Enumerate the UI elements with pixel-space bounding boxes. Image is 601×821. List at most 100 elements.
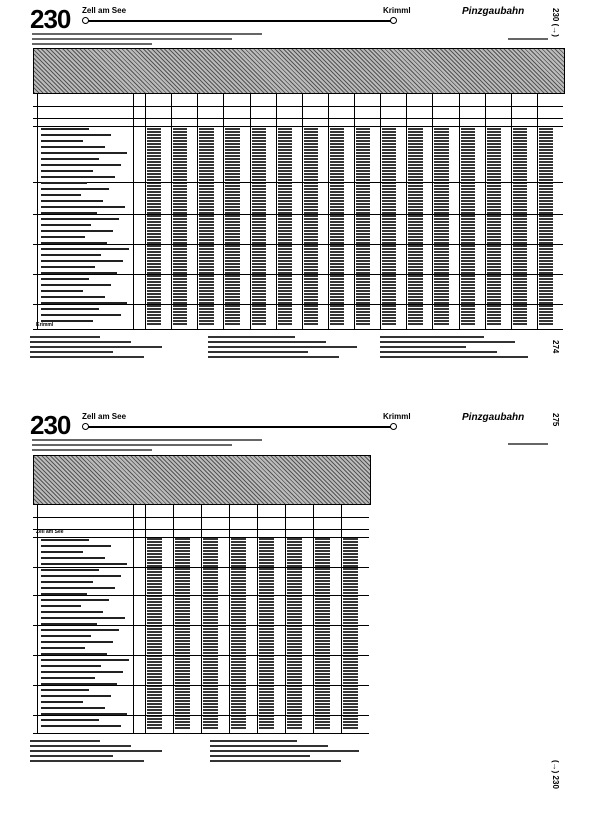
footnote-line	[380, 356, 528, 358]
station-name	[41, 707, 105, 709]
station-name	[41, 260, 123, 262]
train-times-column	[512, 126, 528, 325]
footnote-line	[30, 760, 144, 762]
footnote-line	[208, 346, 357, 348]
train-times-column	[343, 537, 359, 729]
station-name	[41, 254, 101, 256]
station-name	[41, 290, 83, 292]
column-divider	[197, 94, 199, 329]
footnote-line	[208, 351, 308, 353]
footnote-line	[210, 740, 297, 742]
station-name	[41, 563, 127, 565]
station-name	[41, 587, 115, 589]
column-divider	[201, 505, 202, 733]
train-times-column	[225, 126, 240, 325]
station-name	[41, 581, 93, 583]
to-station: Krimml	[383, 412, 411, 421]
column-divider	[223, 94, 225, 329]
row-divider	[33, 106, 563, 107]
column-divider	[171, 94, 173, 329]
row-divider	[33, 244, 563, 245]
page-number: 275	[551, 413, 560, 427]
station-name	[41, 176, 115, 178]
row-divider	[33, 595, 369, 596]
column-divider	[257, 505, 258, 733]
row-divider	[33, 567, 369, 568]
row-divider	[33, 685, 369, 686]
column-divider	[510, 94, 512, 329]
side-label: (→) 230	[551, 760, 560, 789]
footnote-line	[208, 336, 295, 338]
footnote-line	[30, 356, 144, 358]
footnote-line	[208, 341, 326, 343]
column-divider	[229, 505, 230, 733]
footnote-line	[210, 755, 310, 757]
intro-text	[32, 449, 152, 451]
station-name	[41, 647, 85, 649]
column-divider	[133, 94, 134, 329]
column-divider	[536, 94, 538, 329]
station-name	[41, 230, 113, 232]
intro-text	[32, 38, 232, 40]
row-divider	[33, 214, 563, 215]
station-name	[41, 551, 83, 553]
footnote-line	[210, 745, 328, 747]
column-divider	[341, 505, 342, 733]
train-times-column	[147, 126, 162, 325]
route-line	[86, 20, 392, 22]
column-divider	[37, 94, 38, 329]
line-name: Pinzgaubahn	[462, 6, 525, 17]
station-name	[41, 653, 107, 655]
train-times-column	[486, 126, 501, 325]
station-name	[41, 140, 83, 142]
train-times-column	[199, 126, 214, 325]
footnote-line	[380, 336, 484, 338]
page-number: 274	[551, 340, 560, 354]
station-name	[41, 575, 121, 577]
row-divider	[33, 126, 563, 127]
train-info-header	[33, 455, 371, 505]
station-name	[41, 695, 111, 697]
column-divider	[458, 94, 460, 329]
station-name	[41, 134, 111, 136]
train-times-column	[356, 126, 371, 325]
legend-text	[508, 38, 548, 40]
station-name	[41, 677, 95, 679]
footnote-line	[380, 341, 515, 343]
station-name	[41, 539, 89, 541]
footnote-line	[30, 346, 162, 348]
route-line	[86, 426, 392, 428]
station-name	[41, 224, 91, 226]
column-divider	[484, 94, 486, 329]
station-name	[41, 218, 119, 220]
station-name	[41, 200, 103, 202]
station-name	[41, 713, 127, 715]
station-name	[41, 545, 111, 547]
footnote-line	[30, 750, 162, 752]
row-divider	[33, 517, 369, 518]
train-times-column	[538, 126, 554, 325]
footnote-line	[380, 351, 497, 353]
intro-text	[32, 43, 152, 45]
station-name	[41, 266, 95, 268]
station-name	[41, 689, 89, 691]
to-station: Krimml	[383, 6, 411, 15]
station-name	[41, 569, 99, 571]
intro-text	[32, 444, 232, 446]
row-divider	[33, 182, 563, 183]
column-divider	[380, 94, 382, 329]
footnote-line	[30, 755, 113, 757]
footnote-line	[30, 336, 100, 338]
footnote-line	[208, 356, 339, 358]
station-name	[41, 248, 129, 250]
train-times-column	[329, 126, 345, 325]
column-divider	[37, 505, 38, 733]
table-number: 230	[30, 410, 71, 440]
station-name	[41, 128, 89, 130]
station-name	[41, 164, 121, 166]
station-name	[41, 146, 105, 148]
train-times-column	[277, 126, 292, 325]
station-name	[41, 158, 99, 160]
line-name: Pinzgaubahn	[462, 412, 525, 423]
station-name	[41, 278, 89, 280]
